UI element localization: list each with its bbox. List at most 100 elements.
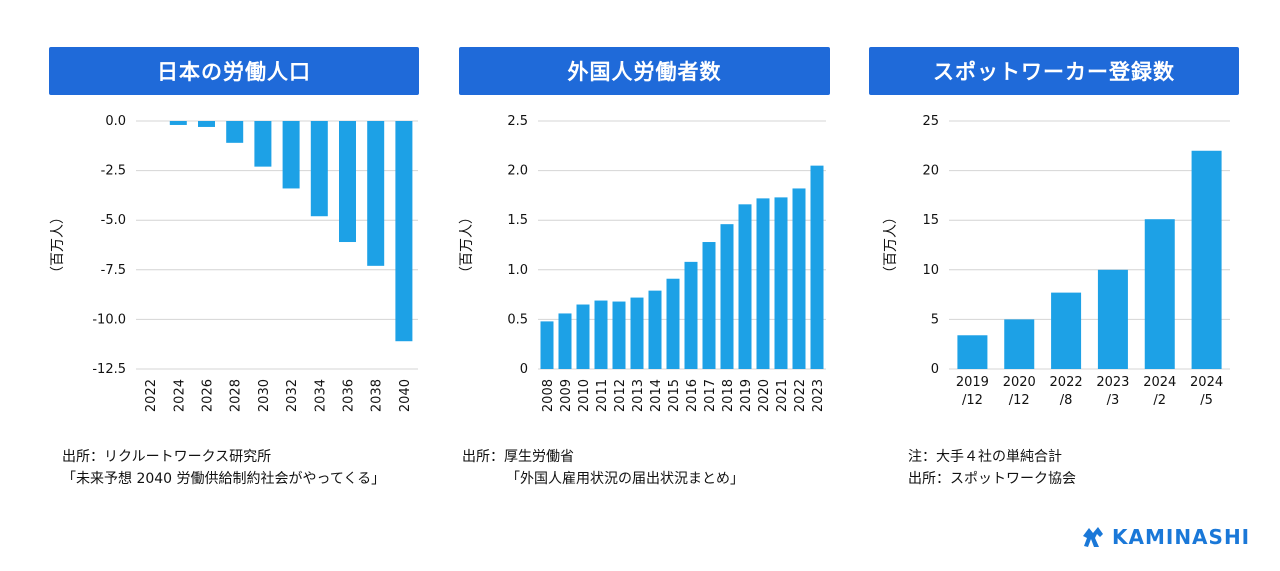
- y-tick-label: -2.5: [101, 164, 126, 179]
- x-tick-label: 2012: [613, 379, 628, 412]
- y-tick-label: 2.0: [507, 164, 528, 179]
- bar: [738, 204, 752, 369]
- x-tick-label: 2022: [1050, 375, 1083, 390]
- bar: [666, 278, 680, 369]
- y-tick-label: -12.5: [92, 362, 126, 377]
- source-note: 注：大手４社の単純合計 出所：スポットワーク協会: [908, 446, 1076, 490]
- bar: [540, 321, 554, 369]
- y-tick-label: 5: [931, 312, 939, 327]
- bar: [612, 301, 626, 369]
- y-tick-label: 20: [922, 164, 939, 179]
- y-tick-label: -5.0: [101, 213, 126, 228]
- y-tick-label: 15: [922, 213, 939, 228]
- x-tick-label: 2024: [172, 379, 187, 412]
- source-line-2: 「外国人雇用状況の届出状況まとめ」: [506, 471, 744, 487]
- x-tick-label: 2022: [793, 379, 808, 412]
- x-tick-label: 2019: [956, 375, 989, 390]
- bar: [558, 313, 572, 369]
- y-tick-label: 0: [931, 362, 939, 377]
- x-tick-label: 2024: [1190, 375, 1223, 390]
- x-tick-label: 2034: [313, 379, 328, 412]
- x-tick-label: /12: [962, 393, 983, 408]
- y-tick-label: 1.5: [507, 213, 528, 228]
- x-tick-label: 2017: [703, 379, 718, 412]
- y-axis-label: （百万人）: [883, 210, 899, 280]
- bar: [254, 121, 272, 167]
- bar: [367, 121, 385, 266]
- bar: [774, 197, 788, 369]
- x-tick-label: 2008: [541, 379, 556, 412]
- source-note: 出所：厚生労働省 「外国人雇用状況の届出状況まとめ」: [462, 446, 744, 490]
- y-tick-label: 0.5: [507, 312, 528, 327]
- x-tick-label: 2021: [775, 379, 790, 412]
- y-axis-label: （百万人）: [459, 210, 475, 280]
- y-tick-label: 1.0: [507, 263, 528, 278]
- x-tick-label: /8: [1060, 393, 1073, 408]
- x-tick-label: 2023: [811, 379, 826, 412]
- bar: [720, 224, 734, 369]
- bar: [226, 121, 244, 143]
- x-tick-label: 2026: [201, 379, 216, 412]
- bar: [648, 290, 662, 369]
- source-line-1: 出所：リクルートワークス研究所: [62, 449, 272, 465]
- source-line-2: 出所：スポットワーク協会: [908, 471, 1076, 487]
- y-axis-label: （百万人）: [50, 210, 66, 280]
- y-tick-label: 25: [922, 114, 939, 129]
- x-tick-label: 2009: [559, 379, 574, 412]
- x-tick-label: 2020: [1003, 375, 1036, 390]
- source-line-1: 注：大手４社の単純合計: [908, 449, 1062, 465]
- bar: [1144, 219, 1175, 369]
- x-tick-label: 2036: [342, 379, 357, 412]
- bar: [810, 165, 824, 369]
- y-tick-label: 0.0: [105, 114, 126, 129]
- x-tick-label: 2010: [577, 379, 592, 412]
- chart-title: スポットワーカー登録数: [869, 47, 1239, 95]
- x-tick-label: 2015: [667, 379, 682, 412]
- bar: [792, 188, 806, 369]
- bar: [630, 297, 644, 369]
- x-tick-label: 2016: [685, 379, 700, 412]
- bar: [310, 121, 328, 217]
- x-tick-label: 2013: [631, 379, 646, 412]
- x-tick-label: 2038: [370, 379, 385, 412]
- y-tick-label: -7.5: [101, 263, 126, 278]
- bar: [594, 300, 608, 369]
- source-line-2: 「未来予想 2040 労働供給制約社会がやってくる」: [62, 471, 386, 487]
- x-tick-label: 2030: [257, 379, 272, 412]
- bar: [1191, 150, 1222, 369]
- bar: [756, 198, 770, 369]
- bar: [1097, 269, 1128, 369]
- bar: [198, 121, 215, 127]
- y-tick-label: -10.0: [92, 312, 126, 327]
- x-tick-label: /12: [1009, 393, 1030, 408]
- bar: [684, 261, 698, 369]
- x-tick-label: 2040: [398, 379, 413, 412]
- x-tick-label: 2022: [144, 379, 159, 412]
- y-tick-label: 10: [922, 263, 939, 278]
- chart-title: 日本の労働人口: [49, 47, 419, 95]
- brand-name: KAMINASHI: [1112, 525, 1251, 549]
- x-tick-label: 2028: [229, 379, 244, 412]
- x-tick-label: /2: [1153, 393, 1166, 408]
- x-tick-label: /5: [1200, 393, 1213, 408]
- y-tick-label: 2.5: [507, 114, 528, 129]
- x-tick-label: 2023: [1096, 375, 1129, 390]
- x-tick-label: 2032: [285, 379, 300, 412]
- bar: [339, 121, 356, 243]
- x-tick-label: 2024: [1143, 375, 1176, 390]
- bar: [1051, 292, 1082, 369]
- chart-title: 外国人労働者数: [459, 47, 830, 95]
- kaminashi-logo-icon: [1083, 527, 1103, 547]
- x-tick-label: 2019: [739, 379, 754, 412]
- bar: [395, 121, 413, 342]
- brand-logo: KAMINASHI: [1080, 522, 1250, 552]
- bar: [576, 304, 590, 369]
- bar: [169, 121, 187, 125]
- x-tick-label: 2011: [595, 379, 610, 412]
- bar: [957, 335, 988, 369]
- bar: [1004, 319, 1035, 369]
- source-note: 出所：リクルートワークス研究所 「未来予想 2040 労働供給制約社会がやってく…: [62, 446, 385, 490]
